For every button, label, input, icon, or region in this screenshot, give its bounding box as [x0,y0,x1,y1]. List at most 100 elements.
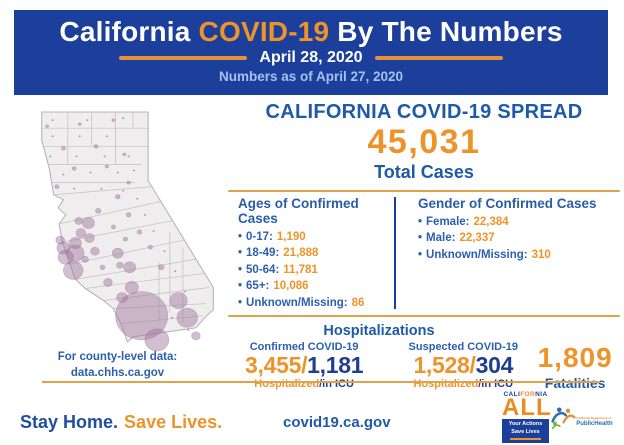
title-prefix: California [59,16,191,47]
stats-panel: CALIFORNIA COVID-19 SPREAD 45,031 Total … [228,101,620,391]
list-item: • 0-17: 1,190 [238,229,394,246]
age-value: 10,086 [273,280,309,293]
case-bubbles [45,118,201,352]
gender-section: Gender of Confirmed Cases • Female: 22,384… [396,196,597,312]
california-all-logo: CALIFORNIA ALL Your Actions Save Lives [502,391,552,443]
age-label: 18-49: [246,247,280,260]
bullet-icon: • [418,248,423,261]
age-value: 11,781 [283,263,318,276]
bullet-icon: • [238,230,243,243]
column-divider [394,196,396,310]
wordmark-nia: NIA [535,391,548,398]
total-cases-value: 45,031 [367,123,481,161]
ages-heading: Ages of Confirmed Cases [238,195,359,226]
slash: / [469,352,476,379]
gender-label: Unknown/Missing: [426,248,528,261]
list-item: • Female: 22,384 [418,214,597,231]
wordmark-cali: CALI [503,391,521,398]
suspected-icu-value: 304 [475,352,514,379]
gender-label: Female: [426,215,470,228]
divider-rule-bottom [228,315,620,318]
list-item: • Unknown/Missing: 86 [238,295,394,312]
map-caption: For county-level data: data.chhs.ca.gov [10,350,225,381]
map-caption-line1: For county-level data: [57,351,178,363]
age-label: Unknown/Missing: [246,296,348,309]
hospitalizations-row: Confirmed COVID-19 3,455/1,181 Hospitali… [228,341,620,391]
box-accent-rule [509,437,542,440]
gender-list: • Female: 22,384 • Male: 22,337 • Unknown/Mis… [418,214,597,264]
demographics-columns: Ages of Confirmed Cases • 0-17: 1,190 • 18-… [228,192,620,312]
bullet-icon: • [238,247,243,260]
date-rule-left [119,56,248,60]
cdph-dept-line: California Department of [576,416,611,420]
county-borders [41,112,210,325]
gender-heading: Gender of Confirmed Cases [418,195,597,211]
age-value: 1,190 [276,230,306,243]
fatalities-block: 1,809 Fatalities [530,341,620,391]
actions-save-lives-box: Your Actions Save Lives [502,419,549,443]
save-lives-text: Save Lives. [124,412,223,432]
list-item: • 18-49: 21,888 [238,245,394,262]
bullet-icon: • [238,296,243,309]
report-date: April 28, 2020 [259,49,363,66]
stay-home-slogan: Stay Home. Save Lives. [20,412,222,433]
title-highlight: COVID-19 [198,16,330,47]
state-outline [41,111,214,343]
age-label: 50-64: [246,263,280,276]
divider-rule-top [228,189,620,192]
county-dots [49,117,190,331]
stay-home-text: Stay Home. [20,412,119,432]
age-label: 65+: [246,280,270,293]
wordmark-for: FOR [520,391,536,398]
list-item: • Unknown/Missing: 310 [418,247,597,264]
suspected-values: 1,528/304 [384,353,542,378]
confirmed-icu-value: 1,181 [307,352,364,379]
spread-heading: CALIFORNIA COVID-19 SPREAD [265,101,583,123]
confirmed-hospitalizations: Confirmed COVID-19 3,455/1,181 Hospitali… [230,341,378,390]
slash: / [301,352,308,379]
covid19-site-url: covid19.ca.gov [283,414,391,431]
all-wordmark: ALL [502,394,552,421]
age-label: 0-17: [246,230,273,243]
suspected-label: Suspected COVID-19 [408,341,518,354]
suspected-hospitalizations: Suspected COVID-19 1,528/304 Hospitalize… [384,341,542,390]
california-wordmark: CALIFORNIA [502,391,549,398]
bullet-icon: • [418,232,423,245]
age-value: 86 [351,296,365,309]
confirmed-label: Confirmed COVID-19 [249,341,359,354]
hospitalizations-heading: Hospitalizations [323,323,435,340]
ages-section: Ages of Confirmed Cases • 0-17: 1,190 • 18-… [228,196,394,312]
header-banner: California COVID-19 By The Numbers April 2… [14,10,608,95]
gender-value: 310 [531,248,551,261]
california-county-map [41,111,214,352]
gender-value: 22,384 [473,215,509,228]
map-data-url: data.chhs.ca.gov [70,366,165,379]
list-item: • Male: 22,337 [418,230,597,247]
as-of-date: Numbers as of April 27, 2020 [218,69,404,84]
list-item: • 50-64: 11,781 [238,262,394,279]
footer-rule [42,381,600,383]
ages-list: • 0-17: 1,190 • 18-49: 21,888 • 50-64: 11,781 … [238,229,394,312]
box-line2: Save Lives [511,428,540,435]
page-title: California COVID-19 By The Numbers [14,10,608,48]
total-cases-label: Total Cases [374,161,474,182]
gender-value: 22,337 [459,232,495,245]
age-value: 21,888 [283,247,319,260]
confirmed-hospitalized-value: 3,455 [245,352,302,379]
fatalities-value: 1,809 [537,342,613,374]
bullet-icon: • [238,280,243,293]
gender-label: Male: [426,232,456,245]
cdph-figures-icon [551,407,576,430]
suspected-hospitalized-value: 1,528 [413,352,470,379]
bullet-icon: • [418,215,423,228]
confirmed-values: 3,455/1,181 [230,353,378,378]
cdph-publichealth-line: PublicHealth [576,421,613,427]
date-rule-right [374,56,503,60]
bullet-icon: • [238,263,243,276]
list-item: • 65+: 10,086 [238,278,394,295]
date-row: April 28, 2020 [14,49,608,67]
map-panel: For county-level data: data.chhs.ca.gov [10,104,225,394]
box-line1: Your Actions [508,421,543,428]
title-suffix: By The Numbers [337,16,563,47]
